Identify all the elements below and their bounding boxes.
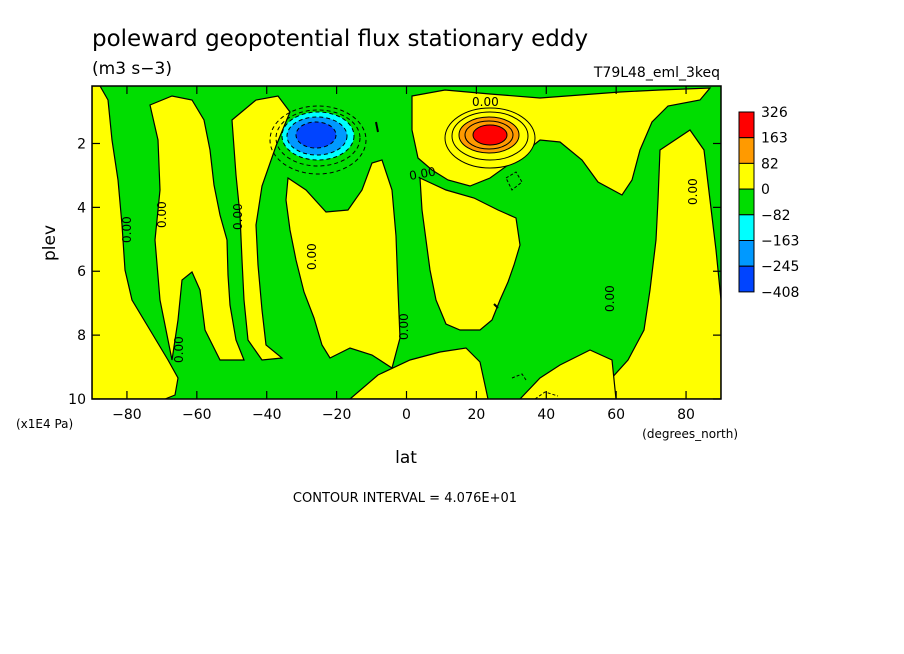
negative-min-contour-outer bbox=[269, 105, 367, 175]
contour-label: 0.00 bbox=[305, 243, 319, 270]
contour-labels: 0.00 0.00 0.00 0.00 0.00 0.00 0.00 0.00 … bbox=[120, 95, 700, 363]
legend-swatch bbox=[738, 137, 755, 164]
yellow-region-mid-north bbox=[419, 177, 521, 331]
yellow-region-north bbox=[609, 129, 721, 399]
x-tick-label: 0 bbox=[402, 407, 411, 423]
legend-swatch bbox=[738, 111, 755, 139]
contour-label: 0.00 bbox=[231, 203, 245, 230]
y-tick-label: 8 bbox=[77, 328, 86, 344]
yellow-region-south-bottom bbox=[349, 347, 489, 399]
dashed-feature-3 bbox=[534, 391, 559, 399]
chart-units: (m3 s−3) bbox=[92, 59, 172, 79]
legend-swatch bbox=[738, 188, 755, 216]
x-tick-label: 60 bbox=[607, 407, 625, 423]
y-tick-label: 4 bbox=[77, 200, 86, 216]
x-axis-units: (degrees_north) bbox=[642, 427, 738, 441]
x-axis-title: lat bbox=[395, 448, 417, 468]
x-axis: −80 −60 −40 −20 0 20 40 60 80 bbox=[112, 86, 695, 423]
contour-label: 0.00 bbox=[397, 313, 411, 340]
chart-title: poleward geopotential flux stationary ed… bbox=[92, 26, 588, 52]
dashed-feature-1 bbox=[505, 171, 523, 191]
legend-level-label: 82 bbox=[761, 156, 779, 172]
yellow-region-north-bottom bbox=[519, 349, 617, 399]
small-mark-1 bbox=[375, 121, 379, 133]
negative-min-blue bbox=[295, 121, 337, 149]
contour-label: 0.00 bbox=[120, 216, 134, 243]
legend-level-label: 0 bbox=[761, 182, 770, 198]
positive-max-red bbox=[472, 124, 508, 146]
yellow-region-center bbox=[285, 159, 401, 369]
legend-swatch bbox=[738, 265, 755, 293]
contour-label: 0.00 bbox=[472, 95, 499, 109]
contour-label: 0.00 bbox=[172, 336, 186, 363]
x-tick-label: 40 bbox=[537, 407, 555, 423]
y-tick-label: 10 bbox=[68, 392, 86, 408]
contour-label: 0.00 bbox=[408, 165, 437, 183]
x-tick-label: −40 bbox=[252, 407, 282, 423]
x-tick-label: 80 bbox=[677, 407, 695, 423]
legend-swatch bbox=[738, 240, 755, 267]
positive-max-contour-2 bbox=[464, 120, 514, 150]
yellow-region-far-south bbox=[92, 86, 179, 399]
y-axis-title: plev bbox=[40, 225, 60, 261]
run-label: T79L48_eml_3keq bbox=[593, 65, 720, 81]
negative-min-contour-2 bbox=[275, 109, 361, 167]
x-tick-label: −80 bbox=[112, 407, 142, 423]
legend-level-label: −408 bbox=[761, 285, 799, 301]
legend-level-label: 163 bbox=[761, 131, 788, 147]
small-mark-2 bbox=[493, 303, 499, 309]
legend-level-label: −163 bbox=[761, 234, 799, 250]
legend-level-label: −245 bbox=[761, 259, 799, 275]
y-axis: 2 4 6 8 10 bbox=[68, 136, 721, 408]
y-axis-units: (x1E4 Pa) bbox=[16, 417, 73, 431]
contour-field: 0.00 0.00 0.00 0.00 0.00 0.00 0.00 0.00 … bbox=[92, 86, 721, 399]
x-tick-label: −20 bbox=[322, 407, 352, 423]
y-tick-label: 6 bbox=[77, 264, 86, 280]
legend-level-label: −82 bbox=[761, 208, 791, 224]
y-tick-label: 2 bbox=[77, 136, 86, 152]
contour-label: 0.00 bbox=[603, 285, 617, 312]
color-legend: 326 163 82 0 −82 −163 −245 −408 bbox=[738, 105, 799, 301]
contour-label: 0.00 bbox=[686, 178, 700, 205]
yellow-region-south bbox=[149, 95, 245, 361]
legend-swatch bbox=[738, 162, 755, 190]
legend-level-label: 326 bbox=[761, 105, 788, 121]
x-tick-label: 20 bbox=[467, 407, 485, 423]
x-tick-label: −60 bbox=[182, 407, 212, 423]
contour-label: 0.00 bbox=[155, 201, 169, 228]
legend-swatch bbox=[738, 214, 755, 242]
yellow-region-southmid bbox=[231, 95, 291, 361]
dashed-feature-2 bbox=[511, 373, 527, 381]
contour-interval: CONTOUR INTERVAL = 4.076E+01 bbox=[293, 491, 517, 506]
positive-max-contour-1 bbox=[451, 111, 529, 161]
